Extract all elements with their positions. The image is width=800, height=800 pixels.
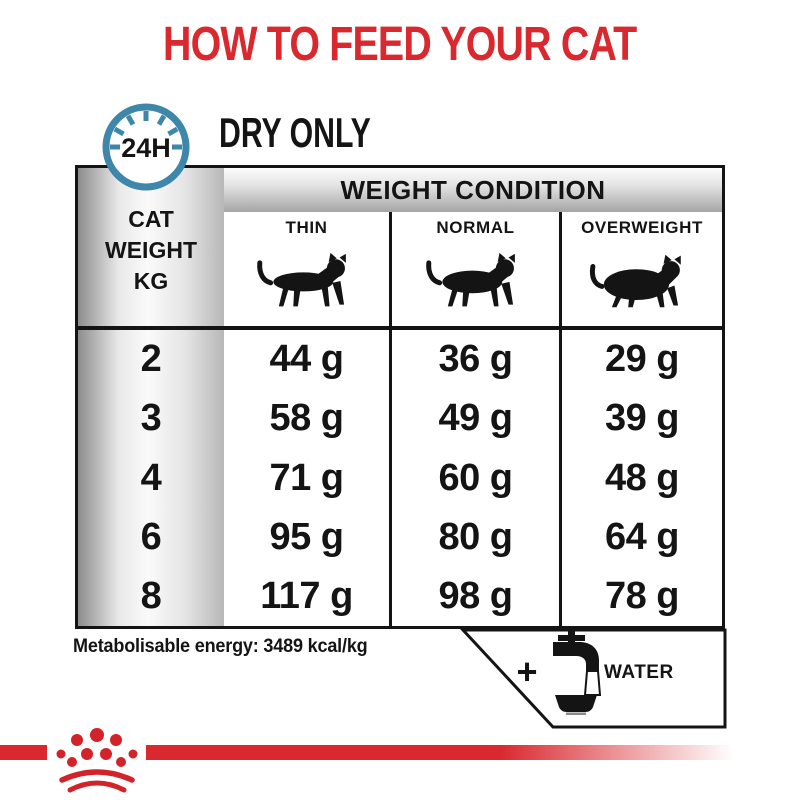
thin-amount: 44 g bbox=[269, 338, 344, 381]
normal-amount: 98 g bbox=[438, 574, 513, 617]
cat-weight-value: 4 bbox=[140, 456, 162, 499]
water-label: WATER bbox=[604, 662, 674, 683]
table-header-band: WEIGHT CONDITION bbox=[224, 168, 722, 212]
column-divider-1 bbox=[389, 212, 392, 626]
overweight-amount: 48 g bbox=[604, 456, 680, 499]
cat-weight-kg-header: CAT WEIGHT KG bbox=[78, 204, 224, 297]
overweight-amount: 64 g bbox=[604, 515, 680, 558]
clock-24h-label: 24H bbox=[121, 133, 171, 163]
cat-weight-line1: CAT bbox=[128, 206, 174, 232]
cat-weight-value: 2 bbox=[140, 338, 162, 381]
feeding-mode-label: DRY ONLY bbox=[219, 109, 371, 156]
thin-amount: 95 g bbox=[269, 515, 344, 558]
weight-column-background bbox=[78, 168, 224, 626]
page-title-text: HOW TO FEED YOUR CAT bbox=[163, 18, 637, 71]
feeding-rows: 2 44 g 36 g 29 g 3 58 g 49 g 39 g 4 71 g… bbox=[78, 330, 722, 626]
table-row: 2 44 g 36 g 29 g bbox=[78, 330, 722, 389]
normal-cat-icon bbox=[426, 252, 515, 307]
metabolisable-energy-note: Metabolisable energy: 3489 kcal/kg bbox=[73, 636, 368, 657]
overweight-cat-icon bbox=[589, 254, 681, 308]
normal-amount: 80 g bbox=[438, 515, 513, 558]
cat-weight-value: 6 bbox=[140, 515, 162, 558]
thin-amount: 71 g bbox=[269, 456, 344, 499]
table-row: 6 95 g 80 g 64 g bbox=[78, 508, 722, 567]
thin-amount: 117 g bbox=[260, 574, 353, 617]
cat-weight-value: 3 bbox=[140, 397, 162, 440]
table-row: 3 58 g 49 g 39 g bbox=[78, 389, 722, 448]
water-faucet-icon bbox=[553, 631, 602, 715]
royal-canin-crown-logo bbox=[56, 728, 138, 793]
table-row: 4 71 g 60 g 48 g bbox=[78, 448, 722, 507]
24h-clock-icon: 24H bbox=[102, 103, 190, 191]
thin-amount: 58 g bbox=[269, 397, 344, 440]
table-row: 8 117 g 98 g 78 g bbox=[78, 567, 722, 626]
cat-weight-line3: KG bbox=[133, 268, 169, 294]
cat-weight-line2: WEIGHT bbox=[105, 237, 197, 263]
column-header-overweight: OVERWEIGHT bbox=[581, 218, 703, 237]
column-divider-2 bbox=[559, 212, 562, 626]
normal-amount: 36 g bbox=[438, 338, 513, 381]
overweight-amount: 29 g bbox=[604, 338, 680, 381]
normal-amount: 49 g bbox=[438, 397, 513, 440]
column-header-thin: THIN bbox=[285, 218, 328, 237]
brand-bar-main bbox=[146, 745, 734, 760]
thin-cat-icon bbox=[257, 252, 346, 307]
normal-amount: 60 g bbox=[438, 456, 513, 499]
plus-sign: + bbox=[516, 651, 538, 692]
brand-bar-left bbox=[0, 745, 47, 760]
column-header-normal: NORMAL bbox=[436, 218, 515, 237]
header-separator-line bbox=[78, 326, 722, 330]
page-title: HOW TO FEED YOUR CAT bbox=[0, 18, 800, 71]
overweight-amount: 78 g bbox=[604, 574, 680, 617]
feeding-table: WEIGHT CONDITION CAT WEIGHT KG THIN NORM… bbox=[75, 165, 725, 629]
cat-weight-value: 8 bbox=[140, 574, 162, 617]
overweight-amount: 39 g bbox=[604, 397, 680, 440]
weight-condition-header: WEIGHT CONDITION bbox=[340, 174, 606, 205]
